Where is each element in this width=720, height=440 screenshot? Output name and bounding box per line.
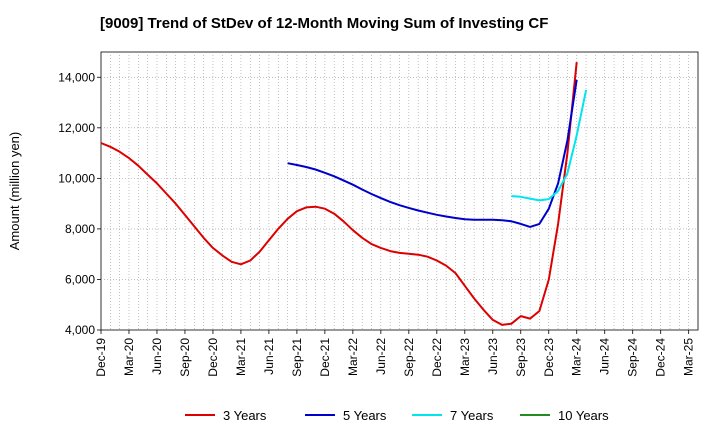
- series-line-5-years: [287, 79, 578, 228]
- y-tick-label: 10,000: [58, 171, 95, 185]
- x-tick-label: Dec-22: [430, 338, 444, 377]
- x-tick-label: Dec-24: [654, 338, 668, 377]
- x-tick-label: Sep-20: [178, 338, 192, 377]
- x-tick-label: Jun-24: [598, 338, 612, 375]
- series-line-3-years: [100, 61, 578, 326]
- x-tick-label: Mar-24: [570, 338, 584, 376]
- y-axis-ticks: 4,000 6,000 8,000 10,000 12,000 14,000: [58, 70, 101, 337]
- y-tick-label: 14,000: [58, 70, 95, 84]
- grid-lines: [101, 52, 698, 330]
- x-tick-label: Sep-21: [290, 338, 304, 377]
- x-tick-label: Mar-23: [458, 338, 472, 376]
- x-tick-label: Mar-25: [682, 338, 696, 376]
- x-tick-label: Dec-23: [542, 338, 556, 377]
- series-lines: [100, 61, 588, 326]
- series-line-7-years: [511, 89, 588, 202]
- legend-label: 7 Years: [450, 408, 494, 423]
- x-tick-label: Jun-22: [374, 338, 388, 375]
- x-tick-label: Sep-24: [626, 338, 640, 377]
- legend: 3 Years 5 Years 7 Years 10 Years: [185, 408, 609, 423]
- legend-label: 5 Years: [343, 408, 387, 423]
- x-tick-label: Mar-21: [234, 338, 248, 376]
- legend-label: 3 Years: [223, 408, 267, 423]
- y-axis-label: Amount (million yen): [7, 132, 22, 251]
- y-tick-label: 12,000: [58, 121, 95, 135]
- legend-label: 10 Years: [558, 408, 609, 423]
- x-tick-label: Dec-21: [318, 338, 332, 377]
- x-tick-label: Sep-23: [514, 338, 528, 377]
- x-axis-ticks: Dec-19 Mar-20 Jun-20 Sep-20 Dec-20 Mar-21 Jun-…: [94, 330, 696, 377]
- x-tick-label: Dec-19: [94, 338, 108, 377]
- x-tick-label: Jun-20: [150, 338, 164, 375]
- x-tick-label: Mar-20: [122, 338, 136, 376]
- x-tick-label: Jun-21: [262, 338, 276, 375]
- x-tick-label: Sep-22: [402, 338, 416, 377]
- x-tick-label: Dec-20: [206, 338, 220, 377]
- x-tick-label: Jun-23: [486, 338, 500, 375]
- y-tick-label: 8,000: [65, 222, 95, 236]
- y-tick-label: 6,000: [65, 272, 95, 286]
- chart-title: [9009] Trend of StDev of 12-Month Moving…: [100, 15, 548, 32]
- x-tick-label: Mar-22: [346, 338, 360, 376]
- y-tick-label: 4,000: [65, 323, 95, 337]
